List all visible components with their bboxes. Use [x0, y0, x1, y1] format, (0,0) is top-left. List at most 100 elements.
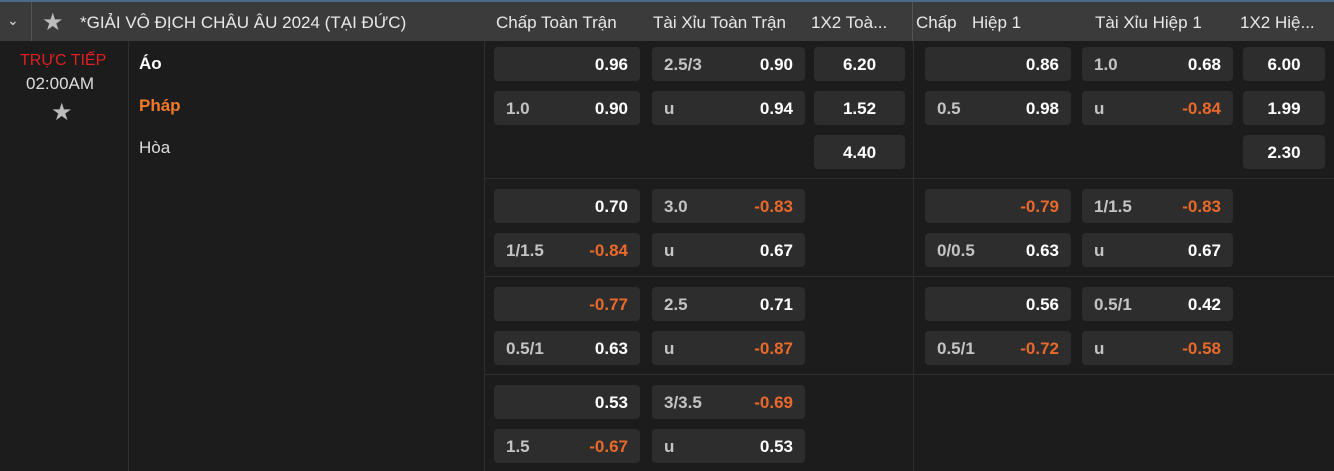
odds-value: 1.99 [1267, 99, 1301, 118]
odds-value: 0.94 [759, 99, 793, 118]
ft-hdp-odds-cell[interactable]: 1.0 0.90 [494, 91, 640, 125]
line-value: 0/0.5 [937, 241, 975, 260]
line-value: 1/1.5 [1094, 197, 1132, 216]
ft-ou-odds-cell[interactable]: 2.5 0.71 [652, 287, 805, 321]
line-value: 3/3.5 [664, 393, 702, 412]
col-h1-handicap-label: Hiệp 1 [972, 13, 1022, 32]
col-ft-1x2[interactable]: 1X2 Toà... [811, 13, 888, 32]
h1-ou-odds-cell[interactable]: 1.0 0.68 [1082, 47, 1233, 81]
ft-hdp-odds-cell[interactable]: 0.5/1 0.63 [494, 331, 640, 365]
match-favorite-star-icon[interactable]: ★ [51, 99, 73, 126]
odds-value: 0.98 [1025, 99, 1059, 118]
h1-hdp-odds-cell[interactable]: 0.5/1 -0.72 [925, 331, 1071, 365]
h1-hdp-odds-cell[interactable]: 0.56 [925, 287, 1071, 321]
odds-value: 4.40 [842, 143, 877, 162]
ft-ou-odds-cell[interactable]: u 0.67 [652, 233, 805, 267]
divider [913, 41, 914, 471]
col-h1-handicap[interactable]: Chấp [916, 13, 957, 32]
ft-hdp-odds-cell[interactable]: 0.96 [494, 47, 640, 81]
odds-value: -0.84 [1182, 99, 1221, 118]
h1-hdp-odds-cell[interactable]: 0/0.5 0.63 [925, 233, 1071, 267]
draw-label: Hòa [139, 138, 171, 157]
col-ft-over-under[interactable]: Tài Xỉu Toàn Trận [653, 13, 786, 32]
line-value: u [664, 339, 675, 358]
ft-hdp-odds-cell[interactable]: -0.77 [494, 287, 640, 321]
line-value: u [1094, 339, 1105, 358]
line-value: u [664, 437, 675, 456]
ft-1x2-odds-cell[interactable]: 4.40 [814, 135, 905, 169]
league-title: *GIẢI VÔ ĐỊCH CHÂU ÂU 2024 (TẠI ĐỨC) [80, 13, 407, 32]
line-value: 0.5 [937, 99, 961, 118]
odds-value: 0.53 [594, 393, 628, 412]
odds-value: 0.86 [1025, 55, 1059, 74]
h1-1x2-odds-cell[interactable]: 2.30 [1243, 135, 1325, 169]
live-status: TRỰC TIẾP [20, 52, 107, 69]
odds-value: -0.84 [589, 241, 628, 260]
league-header: ⌄ ★ *GIẢI VÔ ĐỊCH CHÂU ÂU 2024 (TẠI ĐỨC)… [0, 0, 1334, 41]
line-value: 2.5/3 [664, 55, 702, 74]
ft-hdp-odds-cell[interactable]: 1.5 -0.67 [494, 429, 640, 463]
odds-value: 0.63 [594, 339, 628, 358]
away-team[interactable]: Pháp [139, 96, 181, 115]
line-value: u [1094, 99, 1105, 118]
odds-value: 0.68 [1187, 55, 1221, 74]
match-time: 02:00AM [26, 74, 95, 93]
ft-ou-odds-cell[interactable]: u 0.94 [652, 91, 805, 125]
odds-value: 0.67 [759, 241, 793, 260]
odds-value: 0.71 [759, 295, 793, 314]
ft-ou-odds-cell[interactable]: u 0.53 [652, 429, 805, 463]
odds-value: 0.96 [594, 55, 628, 74]
ft-ou-odds-cell[interactable]: 2.5/3 0.90 [652, 47, 805, 81]
ft-hdp-odds-cell[interactable]: 1/1.5 -0.84 [494, 233, 640, 267]
h1-hdp-odds-cell[interactable]: 0.5 0.98 [925, 91, 1071, 125]
line-value: 2.5 [664, 295, 688, 314]
favorite-star-icon[interactable]: ★ [42, 9, 64, 36]
col-h1-over-under[interactable]: Tài Xỉu Hiệp 1 [1095, 13, 1202, 32]
line-value: 0.5/1 [937, 339, 975, 358]
odds-value: 0.42 [1187, 295, 1221, 314]
h1-ou-odds-cell[interactable]: 1/1.5 -0.83 [1082, 189, 1233, 223]
ft-ou-odds-cell[interactable]: 3.0 -0.83 [652, 189, 805, 223]
ft-hdp-odds-cell[interactable]: 0.70 [494, 189, 640, 223]
h1-ou-odds-cell[interactable]: u -0.84 [1082, 91, 1233, 125]
odds-value: 0.53 [759, 437, 793, 456]
divider [912, 2, 913, 41]
odds-value: 1.52 [842, 99, 877, 118]
h1-hdp-odds-cell[interactable]: 0.86 [925, 47, 1071, 81]
col-ft-handicap[interactable]: Chấp Toàn Trận [496, 13, 617, 32]
h1-ou-odds-cell[interactable]: u -0.58 [1082, 331, 1233, 365]
ft-hdp-odds-cell[interactable]: 0.53 [494, 385, 640, 419]
h1-1x2-odds-cell[interactable]: 1.99 [1243, 91, 1325, 125]
odds-value: 0.90 [594, 99, 628, 118]
odds-value: 0.56 [1025, 295, 1059, 314]
h1-hdp-odds-cell[interactable]: -0.79 [925, 189, 1071, 223]
odds-value: -0.69 [754, 393, 793, 412]
divider [484, 41, 485, 471]
line-value: 1.5 [506, 437, 530, 456]
ft-ou-odds-cell[interactable]: u -0.87 [652, 331, 805, 365]
divider [31, 2, 32, 41]
ft-1x2-odds-cell[interactable]: 1.52 [814, 91, 905, 125]
home-team[interactable]: Áo [139, 54, 162, 73]
odds-value: 2.30 [1267, 143, 1301, 162]
line-value: 1.0 [1094, 55, 1118, 74]
odds-value: -0.72 [1020, 339, 1059, 358]
h1-ou-odds-cell[interactable]: u 0.67 [1082, 233, 1233, 267]
col-h1-1x2[interactable]: 1X2 Hiệ... [1240, 13, 1315, 32]
odds-value: 0.67 [1187, 241, 1221, 260]
odds-value: 6.20 [842, 55, 877, 74]
ft-1x2-odds-cell[interactable]: 6.20 [814, 47, 905, 81]
line-value: 1.0 [506, 99, 530, 118]
row-divider [485, 276, 1334, 277]
odds-value: -0.87 [754, 339, 793, 358]
odds-value: -0.67 [589, 437, 628, 456]
odds-value: 6.00 [1267, 55, 1301, 74]
collapse-chevron-icon[interactable]: ⌄ [7, 12, 19, 28]
h1-ou-odds-cell[interactable]: 0.5/1 0.42 [1082, 287, 1233, 321]
ft-ou-odds-cell[interactable]: 3/3.5 -0.69 [652, 385, 805, 419]
row-divider [485, 374, 1334, 375]
divider [128, 41, 129, 471]
h1-1x2-odds-cell[interactable]: 6.00 [1243, 47, 1325, 81]
odds-value: -0.83 [1182, 197, 1221, 216]
line-value: 0.5/1 [506, 339, 544, 358]
